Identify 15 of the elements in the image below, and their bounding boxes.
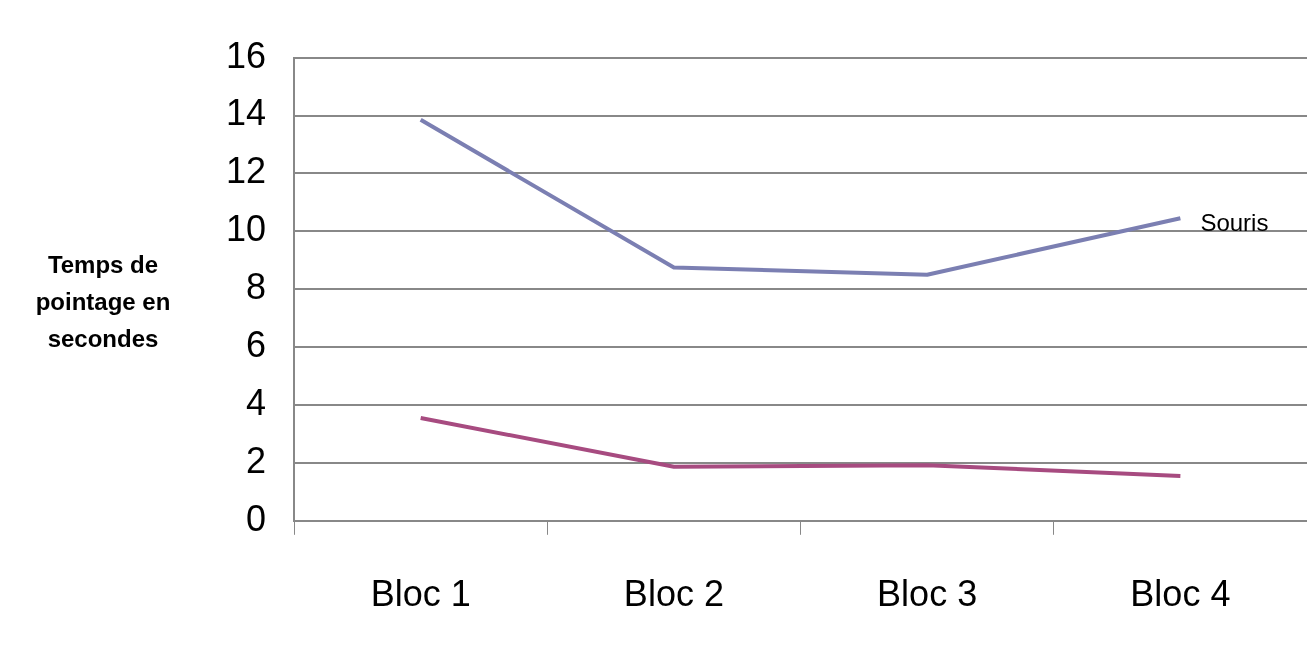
- x-tick-label: Bloc 3: [877, 573, 978, 615]
- x-tick-label: Bloc 4: [1130, 573, 1231, 615]
- y-tick-label: 12: [226, 150, 267, 192]
- y-tick-label: 6: [246, 324, 267, 366]
- x-tick-label: Bloc 1: [370, 573, 471, 615]
- y-tick-label: 16: [226, 34, 267, 76]
- y-axis-title: Temps de pointage en secondes: [34, 250, 172, 354]
- y-tick-label: 0: [246, 497, 267, 539]
- y-tick-label: 14: [226, 92, 267, 134]
- y-tick-label: 10: [226, 208, 267, 250]
- y-tick-label: 8: [246, 266, 267, 308]
- x-tick-label: Bloc 2: [623, 573, 724, 615]
- y-tick-label: 2: [246, 439, 267, 481]
- y-tick-label: 4: [246, 381, 267, 423]
- series-label: Souris: [1200, 208, 1269, 236]
